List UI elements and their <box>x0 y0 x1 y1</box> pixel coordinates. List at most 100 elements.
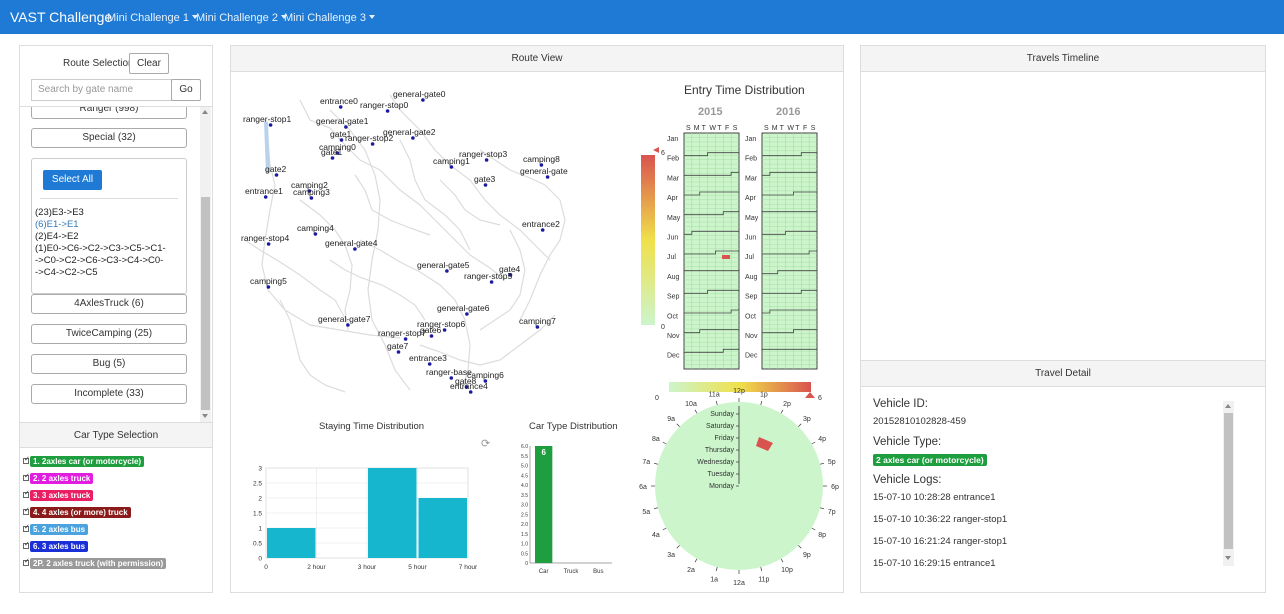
gate-node[interactable] <box>464 385 469 389</box>
gate-node[interactable] <box>483 183 488 187</box>
gate-node[interactable] <box>309 196 314 200</box>
hour-label: 3a <box>667 552 675 559</box>
weekday-label: S <box>811 125 816 132</box>
scale-handle[interactable] <box>653 147 659 153</box>
menu-mini-challenge-2[interactable]: Mini Challenge 2 <box>196 12 287 24</box>
route-item[interactable]: (23)E3->E3 <box>35 207 84 218</box>
ytick-label: 0 <box>525 561 528 567</box>
gate-node[interactable] <box>445 269 449 273</box>
car-type-checkbox[interactable]: ✓ <box>23 456 30 464</box>
entry-cell[interactable] <box>722 255 730 259</box>
gate-node[interactable] <box>465 312 469 316</box>
group-4axlestruck[interactable]: 4AxlesTruck (6) <box>31 294 187 314</box>
scrollbar-thumb[interactable] <box>201 197 210 410</box>
go-button[interactable]: Go <box>171 79 201 101</box>
gate-search-input[interactable]: Search by gate name <box>31 79 172 101</box>
gate-node[interactable] <box>335 151 340 155</box>
group-special[interactable]: Special (32) <box>31 128 187 148</box>
car-type-checkbox[interactable]: ✓ <box>23 490 30 498</box>
detail-scrollbar-thumb[interactable] <box>1224 413 1233 549</box>
cartype-bar[interactable] <box>535 446 553 563</box>
clock-cell[interactable] <box>756 437 773 451</box>
staying-bar[interactable] <box>368 468 417 558</box>
detail-scrollbar[interactable] <box>1223 401 1234 566</box>
gate-node[interactable] <box>307 189 312 193</box>
gate-node[interactable] <box>353 247 357 251</box>
gate-node[interactable] <box>344 125 348 129</box>
gate-node[interactable] <box>346 323 350 327</box>
car-type-label[interactable]: 6. 3 axles bus <box>30 541 89 552</box>
group-twicecamping[interactable]: TwiceCamping (25) <box>31 324 187 344</box>
route-item[interactable]: ->C4->C2->C5 <box>35 267 98 278</box>
route-item[interactable]: (2)E4->E2 <box>35 231 79 242</box>
select-all-button[interactable]: Select All <box>43 170 102 190</box>
weekday-label: W <box>709 125 716 132</box>
hour-label: 12p <box>733 388 745 395</box>
gate-node[interactable] <box>483 379 488 383</box>
weekday-label: Tuesday <box>707 471 734 478</box>
gate-node[interactable] <box>274 173 279 177</box>
map-label: camping6 <box>467 370 504 380</box>
route-item[interactable]: (6)E1->E1 <box>35 219 79 230</box>
gate-node[interactable] <box>263 195 268 199</box>
gate-node[interactable] <box>396 350 401 354</box>
hour-label: 1a <box>710 577 718 584</box>
gate-node[interactable] <box>427 362 432 366</box>
car-type-label[interactable]: 2. 2 axles truck <box>30 473 94 484</box>
car-type-checkbox[interactable]: ✓ <box>23 507 30 515</box>
gate-node[interactable] <box>385 109 390 113</box>
group-incomplete[interactable]: Incomplete (33) <box>31 384 187 404</box>
gate-node[interactable] <box>268 123 273 127</box>
car-type-checkbox[interactable]: ✓ <box>23 473 30 481</box>
month-label: Oct <box>667 313 678 320</box>
refresh-icon[interactable]: ⟳ <box>481 438 491 450</box>
gate-node[interactable] <box>540 228 545 232</box>
route-list-scrollbar[interactable] <box>200 107 211 422</box>
clock-scale-handle[interactable] <box>805 392 815 398</box>
gate-node[interactable] <box>508 273 513 277</box>
car-type-label[interactable]: 5. 2 axles bus <box>30 524 89 535</box>
gate-node[interactable] <box>449 165 454 169</box>
gate-node[interactable] <box>468 390 473 394</box>
car-type-label[interactable]: 3. 3 axles truck <box>30 490 94 501</box>
car-type-checkbox[interactable]: ✓ <box>23 524 30 532</box>
group-ranger[interactable]: Ranger (998) <box>31 107 187 119</box>
menu-mini-challenge-1[interactable]: Mini Challenge 1 <box>107 12 198 24</box>
map-label: entrance3 <box>409 353 447 363</box>
gate-node[interactable] <box>313 232 318 236</box>
vehicle-type-label: Vehicle Type: <box>873 436 942 448</box>
gate-node[interactable] <box>266 285 271 289</box>
gate-node[interactable] <box>411 136 415 140</box>
gate-node[interactable] <box>449 376 454 380</box>
gate-node[interactable] <box>539 163 544 167</box>
gate-node[interactable] <box>266 242 271 246</box>
route-item[interactable]: ->C0->C2->C6->C3->C4->C0- <box>35 255 164 266</box>
gate-node[interactable] <box>330 156 335 160</box>
gate-node[interactable] <box>403 337 408 341</box>
gate-node[interactable] <box>429 334 434 338</box>
gate-node[interactable] <box>484 158 489 162</box>
staying-bar[interactable] <box>418 498 468 558</box>
car-type-checkbox[interactable]: ✓ <box>23 558 30 566</box>
staying-bar[interactable] <box>267 528 316 558</box>
weekday-label: W <box>787 125 794 132</box>
clear-button[interactable]: Clear <box>129 53 169 74</box>
menu-mini-challenge-3[interactable]: Mini Challenge 3 <box>284 12 375 24</box>
car-type-checkbox[interactable]: ✓ <box>23 541 30 549</box>
car-type-label[interactable]: 1. 2axles car (or motorcycle) <box>30 456 145 467</box>
gate-node[interactable] <box>421 98 425 102</box>
gate-node[interactable] <box>339 138 344 142</box>
car-type-label[interactable]: 2P. 2 axles truck (with permission) <box>30 558 167 569</box>
gate-node[interactable] <box>545 175 550 179</box>
brand[interactable]: VAST Challenge <box>10 9 113 25</box>
gate-node[interactable] <box>489 280 494 284</box>
month-label: May <box>745 215 759 222</box>
gate-node[interactable] <box>535 325 540 329</box>
route-item[interactable]: (1)E0->C6->C2->C3->C5->C1- <box>35 243 166 254</box>
car-type-label[interactable]: 4. 4 axles (or more) truck <box>30 507 131 518</box>
gate-node[interactable] <box>442 328 447 332</box>
gate-node[interactable] <box>370 142 375 146</box>
map-label: camping0 <box>319 142 356 152</box>
group-bug[interactable]: Bug (5) <box>31 354 187 374</box>
gate-node[interactable] <box>338 105 343 109</box>
